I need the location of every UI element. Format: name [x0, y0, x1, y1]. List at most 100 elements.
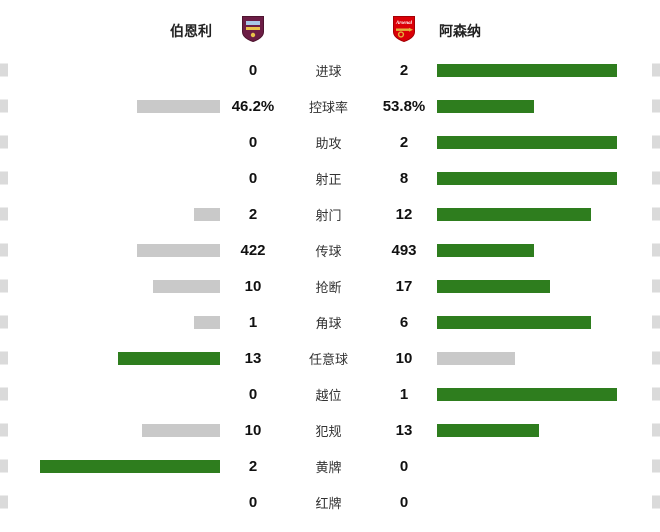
home-bar-zone	[0, 388, 220, 401]
stat-label: 任意球	[308, 351, 348, 367]
stat-label: 角球	[315, 315, 342, 331]
stat-row: 0 越位 1	[0, 376, 660, 412]
away-bar	[437, 243, 535, 257]
left-edge-stub	[0, 99, 8, 113]
home-bar-zone	[0, 423, 220, 437]
home-bar	[194, 315, 220, 329]
away-value: 6	[399, 313, 409, 331]
away-value: 8	[399, 169, 409, 187]
away-bar	[437, 171, 617, 185]
home-value: 0	[248, 133, 258, 151]
stat-label: 犯规	[315, 423, 342, 439]
arsenal-crest-icon: Arsenal	[392, 15, 416, 48]
right-edge-stub	[652, 423, 660, 437]
home-bar	[194, 207, 220, 221]
home-value: 422	[240, 241, 266, 259]
away-bar	[437, 423, 539, 437]
home-value: 10	[244, 277, 262, 295]
stat-label: 红牌	[315, 495, 342, 511]
stat-row: 0 射正 8	[0, 160, 660, 196]
away-bar	[437, 135, 617, 149]
away-bar-zone	[437, 387, 660, 401]
away-bar-zone	[437, 315, 660, 329]
away-bar	[437, 63, 617, 77]
away-bar-zone	[437, 207, 660, 221]
away-bar-zone	[437, 63, 660, 77]
stats-list: 0 进球 2 46.2% 控球率 53.8% 0 助攻 2	[0, 52, 660, 520]
stat-row: 13 任意球 10	[0, 340, 660, 376]
right-edge-stub	[652, 387, 660, 401]
away-team-name: 阿森纳	[439, 23, 481, 39]
left-edge-stub	[0, 135, 8, 149]
away-value: 0	[399, 493, 409, 511]
away-bar-zone	[437, 99, 660, 113]
home-bar	[118, 351, 220, 365]
right-edge-stub	[652, 63, 660, 77]
home-value: 0	[248, 385, 258, 403]
home-value: 0	[248, 493, 258, 511]
away-bar-zone	[437, 423, 660, 437]
right-edge-stub	[652, 459, 660, 473]
stat-row: 0 进球 2	[0, 52, 660, 88]
home-value: 0	[248, 61, 258, 79]
right-edge-stub	[652, 135, 660, 149]
stat-row: 2 黄牌 0	[0, 448, 660, 484]
home-bar-zone	[0, 207, 220, 221]
left-edge-stub	[0, 171, 8, 185]
away-bar	[437, 351, 516, 365]
home-bar-zone	[0, 459, 220, 473]
home-value: 13	[244, 349, 262, 367]
home-bar-zone	[0, 315, 220, 329]
away-value: 10	[395, 349, 413, 367]
right-edge-stub	[652, 495, 660, 509]
home-value: 2	[248, 205, 258, 223]
stat-label: 射正	[315, 171, 342, 187]
left-edge-stub	[0, 63, 8, 77]
match-header: 伯恩利 Arsenal	[0, 12, 660, 50]
home-team-name: 伯恩利	[170, 23, 212, 39]
home-value: 2	[248, 457, 258, 475]
home-bar	[40, 459, 220, 473]
away-bar	[437, 99, 534, 113]
away-bar-zone	[437, 460, 660, 473]
home-value: 0	[248, 169, 258, 187]
stat-label: 越位	[315, 387, 342, 403]
stat-row: 422 传球 493	[0, 232, 660, 268]
away-bar	[437, 315, 592, 329]
away-value: 2	[399, 133, 409, 151]
right-edge-stub	[652, 171, 660, 185]
home-bar-zone	[0, 136, 220, 149]
left-edge-stub	[0, 387, 8, 401]
right-edge-stub	[652, 207, 660, 221]
right-edge-stub	[652, 99, 660, 113]
stat-row: 0 助攻 2	[0, 124, 660, 160]
stat-row: 10 抢断 17	[0, 268, 660, 304]
home-bar	[136, 99, 220, 113]
stat-label: 抢断	[315, 279, 342, 295]
right-edge-stub	[652, 351, 660, 365]
left-edge-stub	[0, 423, 8, 437]
right-edge-stub	[652, 243, 660, 257]
away-bar	[437, 387, 617, 401]
away-bar	[437, 207, 592, 221]
home-value: 10	[244, 421, 262, 439]
away-value: 17	[395, 277, 413, 295]
away-bar-zone	[437, 496, 660, 509]
away-bar-zone	[437, 135, 660, 149]
home-value: 1	[248, 313, 258, 331]
burnley-crest-icon	[241, 15, 265, 48]
left-edge-stub	[0, 243, 8, 257]
stat-row: 0 红牌 0	[0, 484, 660, 520]
home-bar-zone	[0, 64, 220, 77]
stat-label: 传球	[315, 243, 342, 259]
away-team-crest: Arsenal	[371, 15, 437, 48]
away-bar-zone	[437, 171, 660, 185]
arsenal-crest-text: Arsenal	[395, 21, 413, 26]
away-value: 493	[391, 241, 417, 259]
left-edge-stub	[0, 351, 8, 365]
stat-row: 10 犯规 13	[0, 412, 660, 448]
stat-row: 46.2% 控球率 53.8%	[0, 88, 660, 124]
away-value: 12	[395, 205, 413, 223]
stat-row: 1 角球 6	[0, 304, 660, 340]
